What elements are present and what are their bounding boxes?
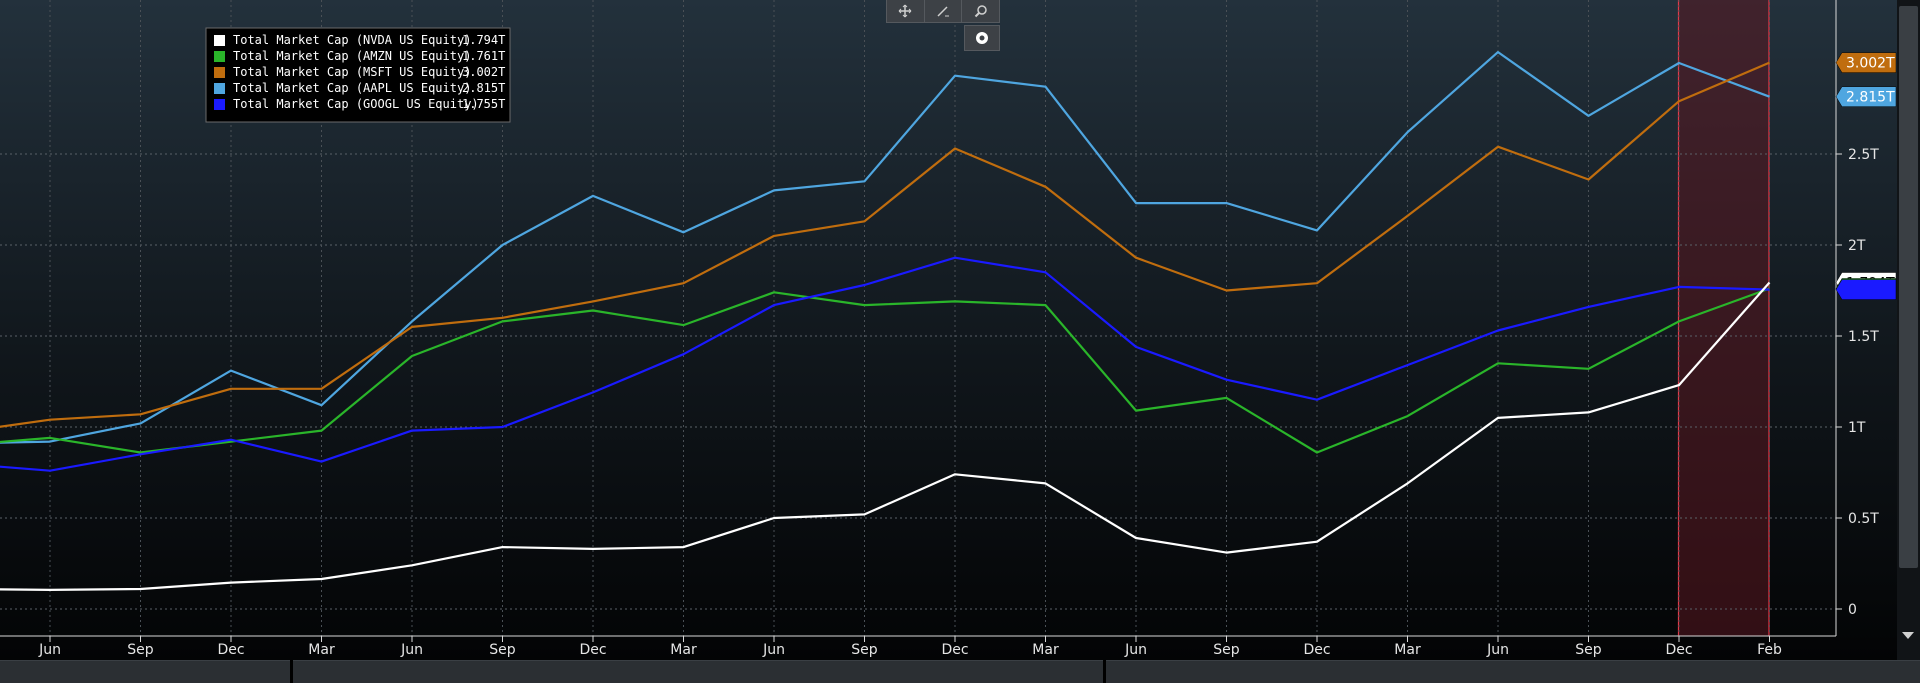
x-tick-label: Sep	[851, 642, 878, 658]
series-line-3	[0, 50, 1770, 444]
x-tick-label: Jun	[1124, 642, 1147, 658]
legend-series-name: Total Market Cap (MSFT US Equity)	[233, 65, 471, 79]
legend-swatch-3	[214, 83, 225, 94]
x-tick-label: Dec	[941, 642, 968, 658]
y-tick-label: 0.5T	[1848, 511, 1879, 527]
highlight-band	[1678, 0, 1769, 636]
legend-series-value: 2.815T	[462, 81, 505, 95]
legend-series-name: Total Market Cap (AMZN US Equity)	[233, 49, 471, 63]
legend-series-name: Total Market Cap (GOOGL US Equity)	[233, 97, 479, 111]
legend-series-value: 1.755T	[462, 97, 505, 111]
x-tick-label: Dec	[1303, 642, 1330, 658]
end-value-label-2: 3.002T	[1846, 56, 1895, 72]
series-line-1	[0, 287, 1770, 454]
zoom-button[interactable]	[962, 0, 999, 22]
series-line-0	[0, 281, 1771, 592]
x-tick-label: Sep	[489, 642, 516, 658]
legend-series-value: 1.794T	[462, 33, 505, 47]
x-tick-label: Feb	[1757, 642, 1782, 658]
legend: Total Market Cap (NVDA US Equity)1.794T T…	[205, 27, 511, 123]
legend-swatch-0	[214, 35, 225, 46]
end-value-marker-3	[1835, 86, 1897, 107]
scrollbar-thumb[interactable]	[1899, 6, 1918, 568]
line-chart: 0 0.5T 1T 1.5T 2T 2.5T Jun Sep Dec Mar Jun Sep Dec M…	[0, 0, 1920, 660]
x-tick-label: Sep	[127, 642, 154, 658]
legend-series-name: Total Market Cap (AAPL US Equity)	[233, 81, 471, 95]
record-button[interactable]	[964, 25, 1000, 51]
record-icon	[976, 32, 988, 44]
legend-swatch-2	[214, 67, 225, 78]
x-tick-label: Jun	[400, 642, 423, 658]
bottom-panel-center	[293, 660, 1103, 683]
legend-swatch-1	[214, 51, 225, 62]
y-tick-label: 2T	[1848, 238, 1866, 254]
series-line-4	[0, 256, 1770, 472]
end-value-marker-4	[1835, 279, 1897, 300]
crosshair-button[interactable]	[887, 0, 925, 22]
x-tick-label: Jun	[1486, 642, 1509, 658]
legend-box	[205, 27, 511, 123]
bottom-panel-left	[0, 660, 290, 683]
x-tick-label: Sep	[1575, 642, 1602, 658]
bottom-panel-right	[1106, 660, 1920, 683]
chart-toolbar	[886, 0, 1000, 23]
crosshair-icon	[898, 4, 912, 18]
y-tick-label: 1.5T	[1848, 329, 1879, 345]
scroll-down-arrow-icon[interactable]	[1902, 632, 1914, 639]
y-tick-label: 0	[1848, 602, 1857, 618]
y-tick-label: 2.5T	[1848, 147, 1879, 163]
end-value-marker-2	[1835, 52, 1897, 73]
x-tick-label: Mar	[1032, 642, 1059, 658]
legend-series-value: 1.761T	[462, 49, 505, 63]
x-tick-label: Mar	[1394, 642, 1421, 658]
legend-series-value: 3.002T	[462, 65, 505, 79]
end-value-label-3: 2.815T	[1846, 90, 1895, 106]
legend-swatch-4	[214, 99, 225, 110]
draw-line-icon	[937, 6, 949, 17]
y-tick-label: 1T	[1848, 420, 1866, 436]
x-tick-label: Dec	[1665, 642, 1692, 658]
zoom-icon	[974, 5, 987, 18]
x-tick-label: Jun	[38, 642, 61, 658]
x-tick-label: Jun	[762, 642, 785, 658]
draw-line-button[interactable]	[925, 0, 963, 22]
x-tick-label: Dec	[217, 642, 244, 658]
x-tick-label: Mar	[670, 642, 697, 658]
legend-series-name: Total Market Cap (NVDA US Equity)	[233, 33, 471, 47]
x-tick-label: Sep	[1213, 642, 1240, 658]
series-line-2	[0, 61, 1770, 428]
x-tick-label: Mar	[308, 642, 335, 658]
x-tick-label: Dec	[579, 642, 606, 658]
